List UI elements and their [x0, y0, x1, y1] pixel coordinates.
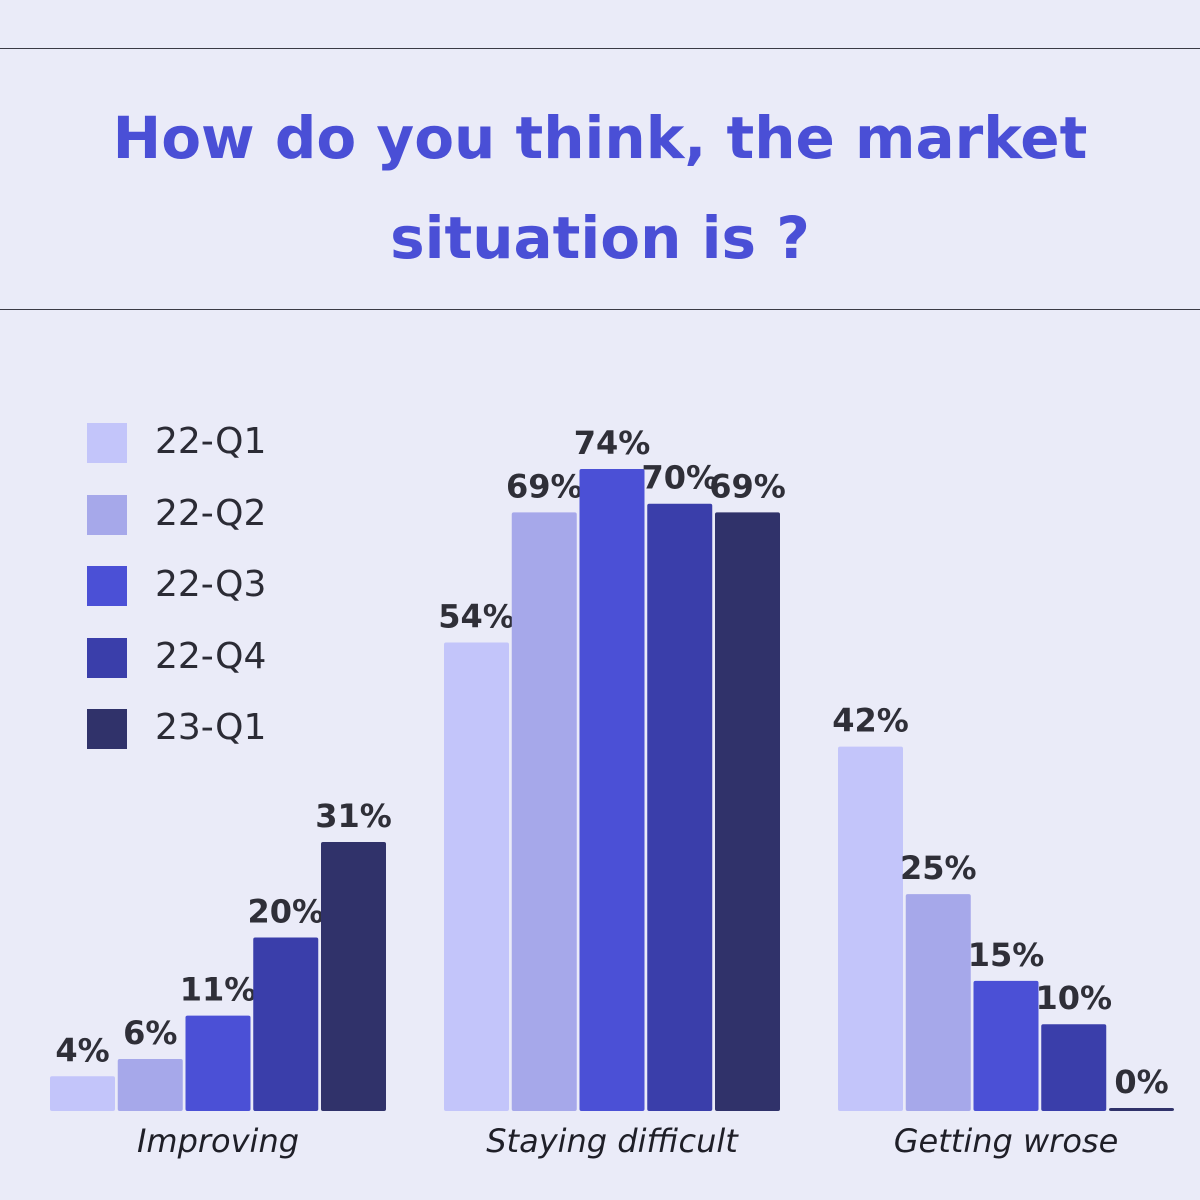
- bar-staying-difficult-22-q4: [647, 503, 713, 1111]
- bar-improving-22-q2: [117, 1058, 183, 1111]
- value-label-staying-difficult-22-q2: 69%: [506, 467, 583, 505]
- bar-staying-difficult-23-q1: [715, 512, 780, 1111]
- chart-title: How do you think, the market situation i…: [112, 104, 1088, 272]
- bar-improving-22-q4: [253, 937, 319, 1111]
- legend-swatch-22-q4: [87, 638, 127, 678]
- value-label-getting-wrose-22-q2: 25%: [900, 849, 977, 887]
- legend-label-22-q4: 22-Q4: [155, 636, 267, 677]
- top-divider: [0, 48, 1200, 49]
- bar-staying-difficult-22-q1: [444, 642, 509, 1111]
- category-label-staying-difficult: Staying difficult: [486, 1122, 739, 1160]
- bottom-divider: [0, 309, 1200, 310]
- legend-swatch-22-q1: [87, 423, 127, 463]
- category-label-getting-wrose: Getting wrose: [894, 1122, 1119, 1160]
- legend-label-22-q1: 22-Q1: [155, 421, 267, 462]
- value-label-improving-22-q4: 20%: [247, 892, 324, 930]
- value-label-getting-wrose-22-q3: 15%: [968, 936, 1045, 974]
- bar-staying-difficult-22-q2: [511, 512, 577, 1111]
- value-label-improving-23-q1: 31%: [315, 797, 392, 835]
- bar-getting-wrose-22-q2: [905, 894, 971, 1111]
- value-label-getting-wrose-22-q4: 10%: [1035, 979, 1112, 1017]
- category-label-improving: Improving: [137, 1122, 299, 1160]
- value-label-staying-difficult-22-q4: 70%: [641, 459, 718, 497]
- value-label-getting-wrose-23-q1: 0%: [1114, 1063, 1168, 1101]
- bar-improving-22-q3: [185, 1015, 251, 1111]
- value-label-staying-difficult-23-q1: 69%: [709, 467, 786, 505]
- bar-getting-wrose-23-q1: [1109, 1108, 1174, 1111]
- legend-label-22-q3: 22-Q3: [155, 564, 267, 605]
- value-label-improving-22-q2: 6%: [123, 1014, 177, 1052]
- bar-getting-wrose-22-q4: [1041, 1024, 1107, 1111]
- value-label-improving-22-q1: 4%: [55, 1031, 109, 1069]
- bar-getting-wrose-22-q1: [838, 746, 903, 1111]
- value-label-staying-difficult-22-q1: 54%: [438, 598, 515, 636]
- legend-label-22-q2: 22-Q2: [155, 493, 267, 534]
- value-label-improving-22-q3: 11%: [180, 971, 257, 1009]
- legend-swatch-22-q3: [87, 566, 127, 606]
- legend-swatch-22-q2: [87, 495, 127, 535]
- bar-improving-22-q1: [50, 1076, 115, 1111]
- bar-improving-23-q1: [321, 842, 386, 1111]
- legend-swatch-23-q1: [87, 709, 127, 749]
- bar-staying-difficult-22-q3: [579, 469, 645, 1111]
- value-label-staying-difficult-22-q3: 74%: [574, 424, 651, 462]
- bar-getting-wrose-22-q3: [973, 980, 1039, 1111]
- legend-label-23-q1: 23-Q1: [155, 707, 267, 748]
- value-label-getting-wrose-22-q1: 42%: [832, 702, 909, 740]
